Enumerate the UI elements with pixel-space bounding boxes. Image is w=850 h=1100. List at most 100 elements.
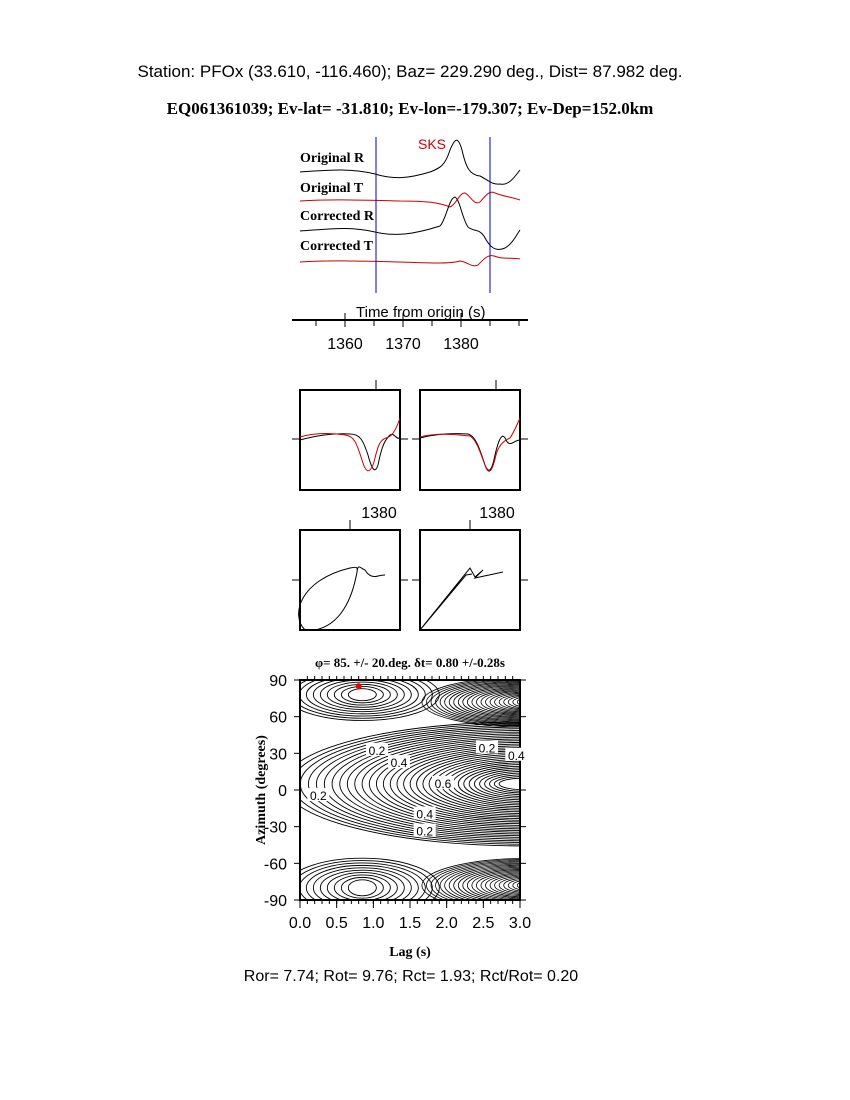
panel-tick-label-right: 1380 bbox=[479, 505, 515, 522]
contour-line bbox=[489, 691, 520, 713]
contour-line bbox=[300, 857, 440, 900]
label-corrected-r: Corrected R bbox=[300, 209, 375, 224]
contour-line bbox=[446, 760, 520, 808]
ratios-line: Ror= 7.74; Rot= 9.76; Rct= 1.93; Rct/Rot… bbox=[244, 968, 579, 985]
y-tick-label: 0 bbox=[278, 783, 287, 800]
contour-line bbox=[312, 680, 412, 713]
contour-line bbox=[426, 680, 520, 727]
contour-line bbox=[498, 693, 520, 711]
label-corrected-t: Corrected T bbox=[300, 239, 374, 254]
contour-value-label: 0.2 bbox=[416, 825, 433, 839]
contour-line bbox=[300, 860, 433, 900]
contour-line bbox=[319, 680, 405, 710]
contour-line bbox=[444, 863, 520, 900]
contour-line bbox=[462, 867, 520, 900]
trace-original-r bbox=[299, 139, 521, 185]
contour-line bbox=[507, 696, 520, 708]
event-line: EQ061361039; Ev-lat= -31.810; Ev-lon=-17… bbox=[167, 99, 654, 118]
contour-line bbox=[300, 723, 520, 845]
contour-line bbox=[323, 729, 520, 838]
sks-phase-label: SKS bbox=[418, 136, 446, 152]
tick-label-1380: 1380 bbox=[443, 336, 479, 353]
contour-line bbox=[448, 682, 520, 722]
contour-line bbox=[403, 748, 520, 820]
contour-line bbox=[466, 869, 520, 900]
y-axis-label: Azimuth (degrees) bbox=[254, 735, 269, 845]
trace-panel: SKS Original R Original T Corrected R Co… bbox=[292, 136, 528, 353]
tick-label-1370: 1370 bbox=[385, 336, 421, 353]
waveform-panel-corrected bbox=[412, 380, 528, 491]
contour-line bbox=[300, 721, 520, 847]
contour-line bbox=[457, 764, 520, 804]
contour-line bbox=[300, 680, 433, 719]
contour-title: φ= 85. +/- 20.deg. δt= 0.80 +/-0.28s bbox=[315, 655, 505, 670]
contour-line bbox=[468, 767, 520, 801]
contour-line bbox=[494, 692, 520, 712]
particle-motion-corrected bbox=[412, 520, 528, 631]
contour-line bbox=[479, 770, 520, 797]
trace-corrected-t bbox=[299, 255, 521, 267]
contour-line bbox=[516, 882, 520, 889]
label-original-t: Original T bbox=[300, 181, 364, 196]
contour-line bbox=[326, 681, 398, 708]
y-tick-label: -30 bbox=[264, 820, 287, 837]
contour-line bbox=[421, 680, 520, 728]
contour-line bbox=[347, 688, 377, 702]
contour-line bbox=[493, 776, 520, 792]
contour-line bbox=[516, 698, 520, 706]
contour-line bbox=[457, 684, 520, 720]
contour-line bbox=[494, 875, 520, 895]
contour-line bbox=[300, 680, 440, 721]
tick-label-1360: 1360 bbox=[327, 336, 363, 353]
waveform-panel-original bbox=[292, 380, 408, 491]
contour-line bbox=[308, 726, 520, 842]
contour-line bbox=[375, 741, 520, 826]
contour-line bbox=[462, 685, 520, 719]
contour-value-label: 0.2 bbox=[479, 741, 496, 755]
contour-line bbox=[489, 774, 520, 794]
contour-line bbox=[430, 860, 520, 900]
contour-line bbox=[389, 745, 520, 823]
contour-line bbox=[453, 683, 520, 721]
contour-line bbox=[485, 873, 520, 898]
contour-line bbox=[480, 872, 520, 899]
contour-line bbox=[484, 772, 520, 796]
contour-line bbox=[452, 762, 520, 806]
y-tick-label: -90 bbox=[264, 893, 287, 910]
contour-line bbox=[498, 876, 520, 894]
contour-line bbox=[489, 874, 520, 897]
contour-line bbox=[339, 733, 520, 835]
trace-corrected-r bbox=[299, 196, 521, 250]
contour-line bbox=[396, 747, 520, 821]
contour-plot: φ= 85. +/- 20.deg. δt= 0.80 +/-0.28s 0.2… bbox=[254, 655, 531, 960]
x-tick-label: 0.0 bbox=[289, 915, 311, 932]
contour-line bbox=[448, 864, 520, 900]
contour-line bbox=[471, 870, 520, 900]
contour-line bbox=[439, 680, 520, 724]
x-tick-label: 1.0 bbox=[362, 915, 384, 932]
y-tick-label: 90 bbox=[269, 673, 287, 690]
contour-line bbox=[331, 731, 520, 837]
contour-line bbox=[300, 680, 426, 717]
contour-lines bbox=[300, 680, 520, 900]
contour-line bbox=[426, 859, 520, 900]
contour-value-label: 0.4 bbox=[416, 807, 433, 821]
contour-line bbox=[422, 753, 520, 814]
x-tick-label: 2.0 bbox=[436, 915, 458, 932]
contour-line bbox=[340, 876, 384, 899]
contour-line bbox=[346, 735, 520, 833]
station-line: Station: PFOx (33.610, -116.460); Baz= 2… bbox=[138, 62, 683, 81]
contour-line bbox=[305, 864, 419, 900]
contour-line bbox=[473, 769, 520, 799]
contour-line bbox=[316, 728, 520, 840]
contour-line bbox=[300, 724, 520, 843]
contour-line bbox=[480, 689, 520, 715]
x-axis-label: Lag (s) bbox=[389, 945, 431, 960]
trace-original-t bbox=[299, 191, 521, 208]
contour-line bbox=[434, 757, 520, 811]
y-tick-label: -60 bbox=[264, 856, 287, 873]
contour-value-label: 0.2 bbox=[369, 744, 386, 758]
panel-tick-label-left: 1380 bbox=[361, 505, 397, 522]
contour-line bbox=[409, 750, 520, 818]
contour-value-label: 0.2 bbox=[310, 789, 327, 803]
